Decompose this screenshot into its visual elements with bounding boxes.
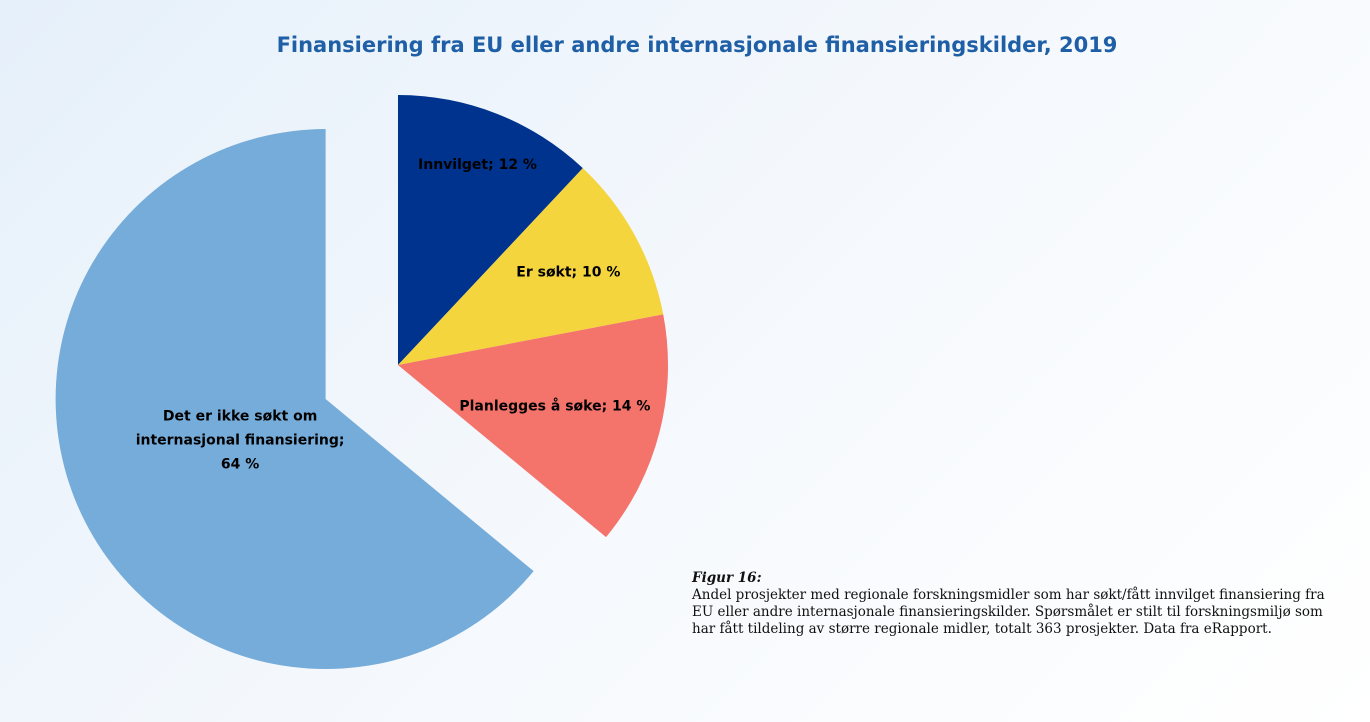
data-label-line: Innvilget; 12 % [418,157,537,173]
pie-slice [398,95,583,365]
data-label: Innvilget; 12 % [418,157,537,173]
data-label: Er søkt; 10 % [516,264,620,280]
caption: Figur 16: Andel prosjekter med regionale… [692,570,1342,638]
data-label-line: Det er ikke søkt om [163,408,317,424]
data-label-line: Er søkt; 10 % [516,264,620,280]
pie-slice [55,129,534,670]
caption-text: Andel prosjekter med regionale forskning… [692,587,1325,637]
pie-slice [398,168,664,365]
data-label-line: internasjonal finansiering; [136,432,345,448]
caption-title: Figur 16: [692,570,762,586]
pie-slice [398,314,668,538]
chart-title: Finansiering fra EU eller andre internas… [277,33,1118,57]
data-label: Planlegges å søke; 14 % [459,397,650,414]
data-label-line: Planlegges å søke; 14 % [459,397,650,414]
data-label: Det er ikke søkt om internasjonal finansi… [136,408,345,472]
data-label-line: 64 % [221,456,259,472]
